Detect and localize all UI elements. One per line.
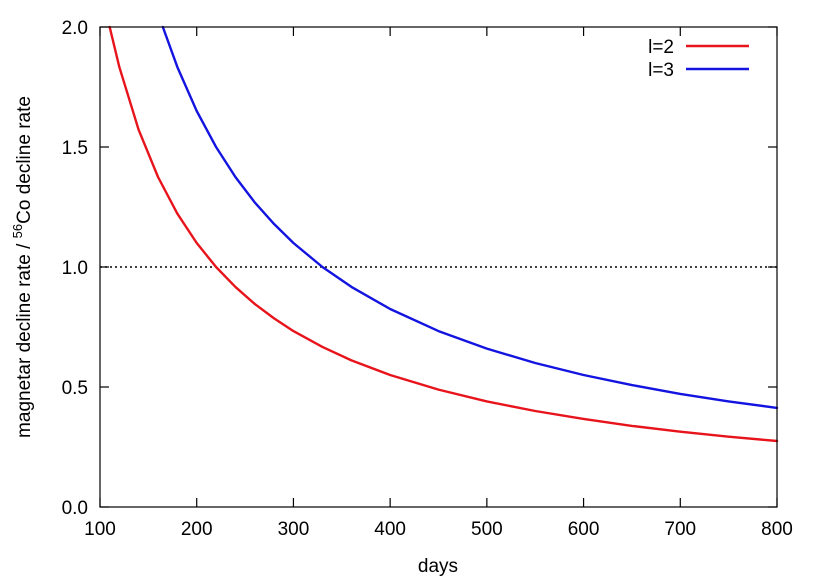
series-layer [108,25,779,443]
legend: l=2l=3 [648,37,749,81]
x-tick-label: 700 [664,519,696,540]
x-tick-label: 800 [761,519,793,540]
tick-layer: 100 200 300 400 500 600 700 800 0.0 0.5 1.0 1.5 2.0 [62,18,793,540]
series-line-l2 [108,25,779,443]
y-axis-title: magnetar decline rate / 56Co decline rat… [10,96,35,438]
y-tick-label: 0.5 [62,378,88,399]
y-tick-label: 1.5 [62,138,88,159]
x-tick-label: 400 [374,519,406,540]
legend-label: l=2 [648,37,674,58]
x-tick-label: 300 [278,519,310,540]
y-tick-label: 2.0 [62,18,88,39]
y-axis-title-prefix: magnetar decline rate / [14,238,35,438]
x-axis-title: days [418,556,458,577]
legend-label: l=3 [648,60,674,81]
x-tick-label: 500 [471,519,503,540]
y-tick-label: 0.0 [62,498,88,519]
x-tick-label: 200 [181,519,213,540]
series-line-l3 [161,25,779,410]
y-tick-label: 1.0 [62,258,88,279]
x-tick-label: 600 [568,519,600,540]
y-axis-title-superscript: 56 [10,224,25,238]
y-axis-title-suffix: Co decline rate [14,96,35,224]
x-tick-label: 100 [84,519,116,540]
